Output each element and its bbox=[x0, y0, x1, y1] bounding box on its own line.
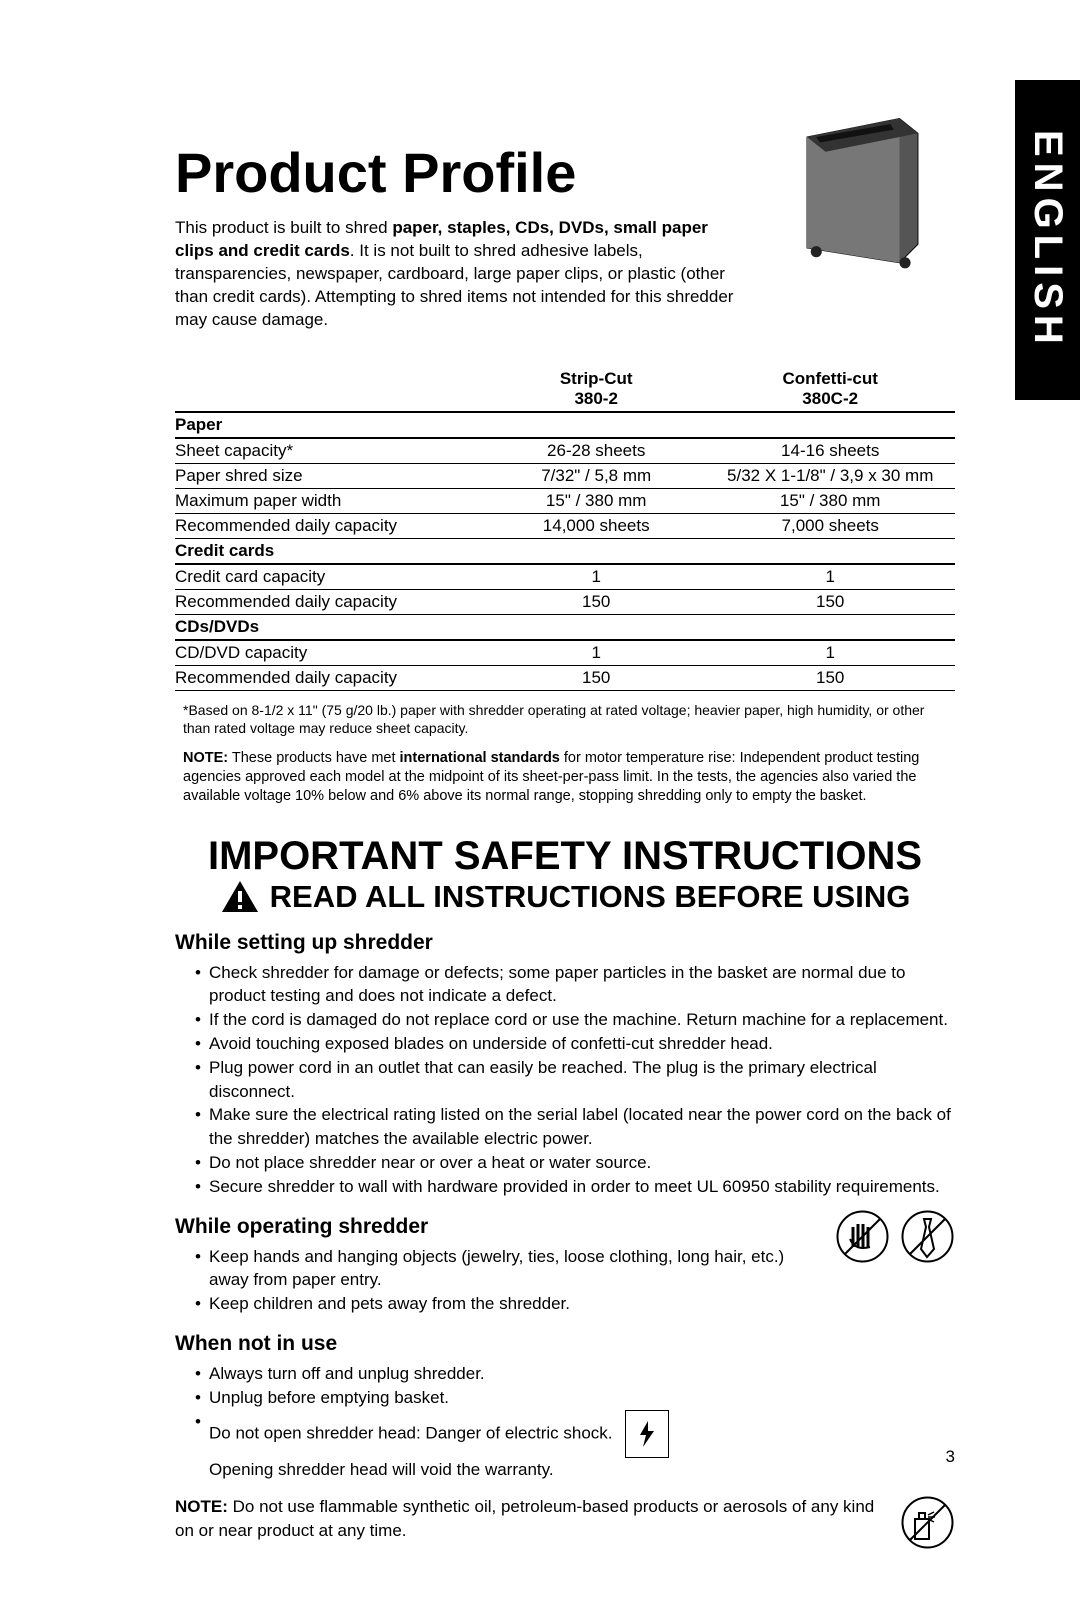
bullet-item: If the cord is damaged do not replace co… bbox=[195, 1008, 955, 1032]
language-tab: ENGLISH bbox=[1015, 80, 1080, 400]
intro-block: Product Profile This product is built to… bbox=[175, 140, 750, 332]
bullet-item: Always turn off and unplug shredder. bbox=[195, 1362, 955, 1386]
flammable-note: NOTE: Do not use flammable synthetic oil… bbox=[175, 1495, 880, 1543]
page-title: Product Profile bbox=[175, 140, 750, 205]
spec-label: CD/DVD capacity bbox=[175, 640, 487, 666]
spec-section-name: CDs/DVDs bbox=[175, 614, 955, 640]
spec-val-1: 26-28 sheets bbox=[487, 438, 705, 464]
safety-title: IMPORTANT SAFETY INSTRUCTIONS bbox=[175, 834, 955, 879]
spec-data-row: Sheet capacity*26-28 sheets14-16 sheets bbox=[175, 438, 955, 464]
spec-val-1: 14,000 sheets bbox=[487, 513, 705, 538]
spec-section-row: CDs/DVDs bbox=[175, 614, 955, 640]
spec-val-2: 14-16 sheets bbox=[705, 438, 955, 464]
page-content: Product Profile This product is built to… bbox=[0, 0, 1080, 1610]
flam-text: Do not use flammable synthetic oil, petr… bbox=[175, 1497, 874, 1540]
col-strip-cut: Strip-Cut380-2 bbox=[487, 367, 705, 412]
hazard-icons bbox=[835, 1209, 955, 1264]
spec-label: Recommended daily capacity bbox=[175, 589, 487, 614]
spec-val-2: 5/32 X 1-1/8" / 3,9 x 30 mm bbox=[705, 463, 955, 488]
spec-label: Recommended daily capacity bbox=[175, 513, 487, 538]
col2-header: Confetti-cut380C-2 bbox=[783, 369, 878, 409]
spec-section-name: Paper bbox=[175, 412, 955, 438]
operating-row: While operating shredder Keep hands and … bbox=[175, 1199, 955, 1316]
bullet-item: Do not place shredder near or over a hea… bbox=[195, 1151, 955, 1175]
standards-note: NOTE: These products have met internatio… bbox=[175, 749, 955, 806]
intro-row: Product Profile This product is built to… bbox=[175, 140, 955, 332]
spec-data-row: Credit card capacity11 bbox=[175, 564, 955, 590]
spec-data-row: Recommended daily capacity150150 bbox=[175, 665, 955, 690]
spec-data-row: Recommended daily capacity150150 bbox=[175, 589, 955, 614]
spec-val-1: 7/32" / 5,8 mm bbox=[487, 463, 705, 488]
bullet-item: Do not open shredder head: Danger of ele… bbox=[195, 1410, 955, 1482]
shredder-illustration bbox=[770, 100, 955, 285]
bullet-item: Keep children and pets away from the shr… bbox=[195, 1292, 815, 1316]
spec-data-row: Maximum paper width15" / 380 mm15" / 380… bbox=[175, 488, 955, 513]
spec-label: Maximum paper width bbox=[175, 488, 487, 513]
bullet-item: Keep hands and hanging objects (jewelry,… bbox=[195, 1245, 815, 1293]
no-hand-icon bbox=[835, 1209, 890, 1264]
bullet-item: Unplug before emptying basket. bbox=[195, 1386, 955, 1410]
bullet-item: Avoid touching exposed blades on undersi… bbox=[195, 1032, 955, 1056]
notinuse-heading: When not in use bbox=[175, 1332, 955, 1356]
spec-val-1: 150 bbox=[487, 665, 705, 690]
note1-bold2: international standards bbox=[400, 750, 560, 766]
safety-subtitle: READ ALL INSTRUCTIONS BEFORE USING bbox=[270, 879, 911, 915]
intro-text: This product is built to shred paper, st… bbox=[175, 217, 750, 332]
spec-header-row: Strip-Cut380-2 Confetti-cut380C-2 bbox=[175, 367, 955, 412]
intro-pre: This product is built to shred bbox=[175, 218, 392, 237]
bullet-item: Make sure the electrical rating listed o… bbox=[195, 1103, 955, 1151]
electric-shock-icon bbox=[625, 1410, 669, 1458]
setup-list: Check shredder for damage or defects; so… bbox=[175, 961, 955, 1199]
spec-val-2: 150 bbox=[705, 665, 955, 690]
spec-val-2: 1 bbox=[705, 640, 955, 666]
bullet-item: Plug power cord in an outlet that can ea… bbox=[195, 1056, 955, 1104]
language-label: ENGLISH bbox=[1025, 130, 1070, 350]
spec-val-2: 150 bbox=[705, 589, 955, 614]
operating-text: While operating shredder Keep hands and … bbox=[175, 1199, 815, 1316]
page-number: 3 bbox=[946, 1447, 955, 1467]
no-aerosol-icon bbox=[900, 1495, 955, 1550]
spec-val-1: 1 bbox=[487, 640, 705, 666]
spec-section-name: Credit cards bbox=[175, 538, 955, 564]
spec-val-2: 7,000 sheets bbox=[705, 513, 955, 538]
bullet-item: Check shredder for damage or defects; so… bbox=[195, 961, 955, 1009]
spec-val-2: 1 bbox=[705, 564, 955, 590]
spec-val-1: 1 bbox=[487, 564, 705, 590]
operating-list: Keep hands and hanging objects (jewelry,… bbox=[175, 1245, 815, 1316]
no-tie-icon bbox=[900, 1209, 955, 1264]
safety-subline: READ ALL INSTRUCTIONS BEFORE USING bbox=[175, 879, 955, 915]
spec-label: Sheet capacity* bbox=[175, 438, 487, 464]
spec-val-1: 15" / 380 mm bbox=[487, 488, 705, 513]
spec-label: Recommended daily capacity bbox=[175, 665, 487, 690]
col-confetti-cut: Confetti-cut380C-2 bbox=[705, 367, 955, 412]
notinuse-list: Always turn off and unplug shredder.Unpl… bbox=[175, 1362, 955, 1481]
note1-mid: These products have met bbox=[228, 750, 399, 766]
flammable-note-row: NOTE: Do not use flammable synthetic oil… bbox=[175, 1495, 955, 1550]
spec-val-1: 150 bbox=[487, 589, 705, 614]
spec-data-row: Paper shred size7/32" / 5,8 mm5/32 X 1-1… bbox=[175, 463, 955, 488]
spec-section-row: Credit cards bbox=[175, 538, 955, 564]
spec-table: Strip-Cut380-2 Confetti-cut380C-2 PaperS… bbox=[175, 367, 955, 691]
spec-section-row: Paper bbox=[175, 412, 955, 438]
note1-prefix: NOTE: bbox=[183, 750, 228, 766]
spec-label: Credit card capacity bbox=[175, 564, 487, 590]
footnote: *Based on 8-1/2 x 11" (75 g/20 lb.) pape… bbox=[175, 701, 955, 737]
col1-header: Strip-Cut380-2 bbox=[560, 369, 633, 409]
spec-val-2: 15" / 380 mm bbox=[705, 488, 955, 513]
spec-body: PaperSheet capacity*26-28 sheets14-16 sh… bbox=[175, 412, 955, 691]
spec-data-row: CD/DVD capacity11 bbox=[175, 640, 955, 666]
spec-data-row: Recommended daily capacity14,000 sheets7… bbox=[175, 513, 955, 538]
operating-heading: While operating shredder bbox=[175, 1215, 815, 1239]
spec-label: Paper shred size bbox=[175, 463, 487, 488]
bullet-item: Secure shredder to wall with hardware pr… bbox=[195, 1175, 955, 1199]
flam-prefix: NOTE: bbox=[175, 1497, 228, 1516]
setup-heading: While setting up shredder bbox=[175, 931, 955, 955]
warning-triangle-icon bbox=[220, 879, 260, 914]
safety-header: IMPORTANT SAFETY INSTRUCTIONS READ ALL I… bbox=[175, 834, 955, 915]
